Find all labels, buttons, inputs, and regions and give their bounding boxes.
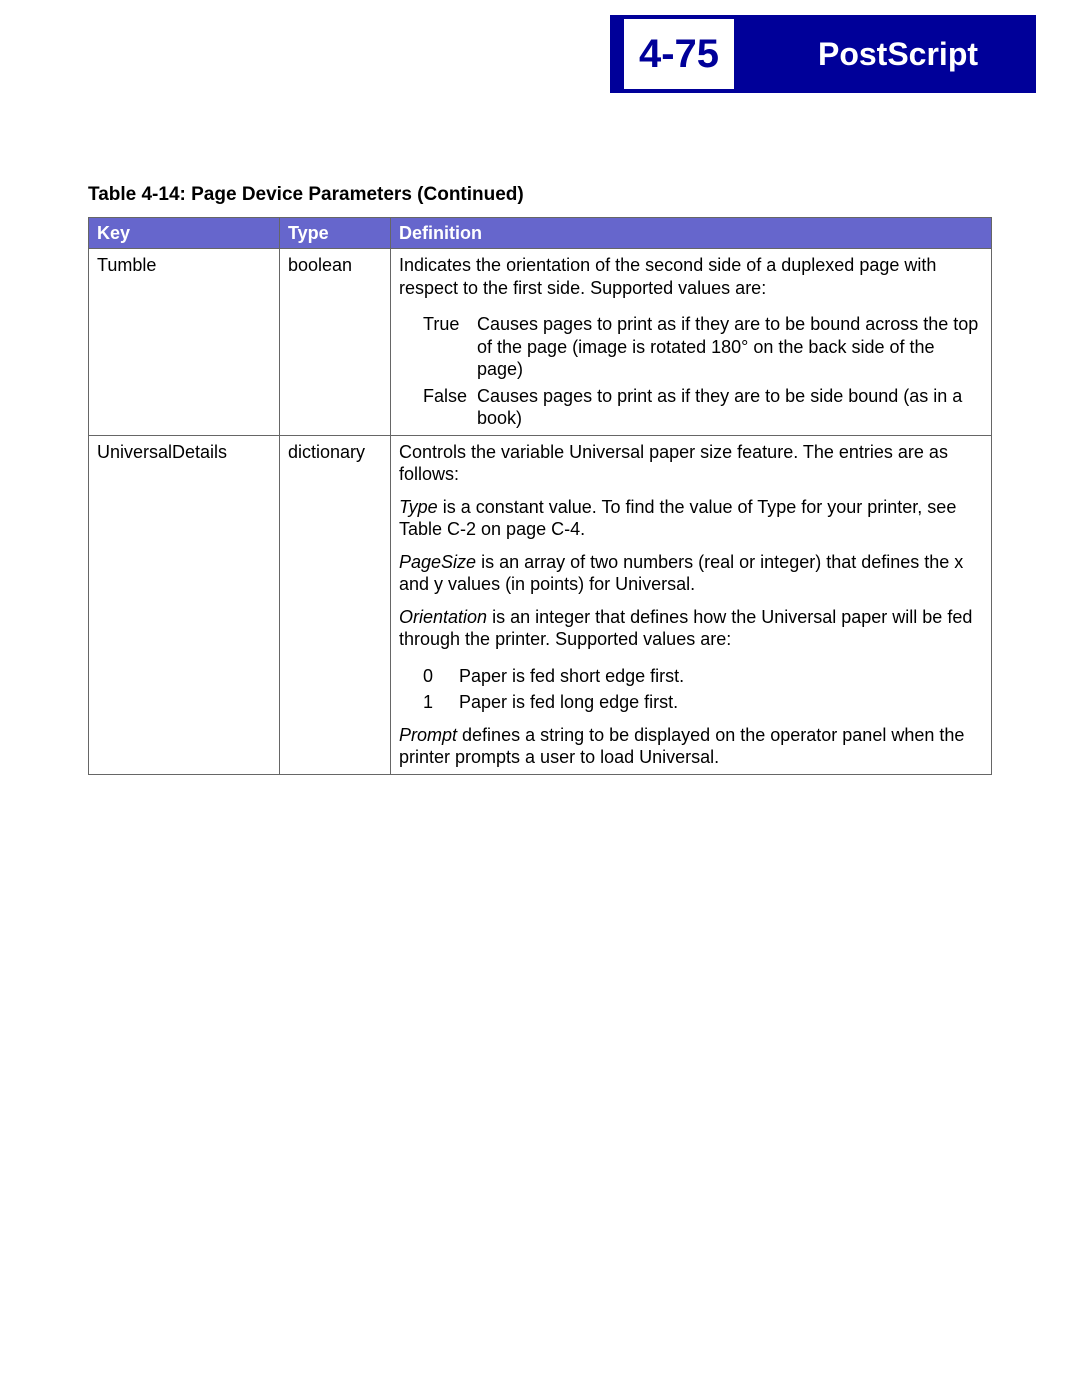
col-header-key: Key — [89, 217, 280, 249]
value-label-1: 1 — [399, 691, 459, 714]
em-prompt: Prompt — [399, 725, 457, 745]
cell-key-empty — [89, 304, 280, 435]
value-text-0: Paper is fed short edge first. — [459, 665, 983, 688]
em-orientation: Orientation — [399, 607, 487, 627]
value-label-true: True — [399, 313, 477, 381]
value-text-1: Paper is fed long edge first. — [459, 691, 983, 714]
table-row: Tumble boolean Indicates the orientation… — [89, 249, 992, 305]
value-label-0: 0 — [399, 665, 459, 688]
text-pagesize: is an array of two numbers (real or inte… — [399, 552, 963, 595]
cell-def-pagesize: PageSize is an array of two numbers (rea… — [391, 546, 992, 601]
value-text-false: Causes pages to print as if they are to … — [477, 385, 983, 430]
cell-def: Indicates the orientation of the second … — [391, 249, 992, 305]
col-header-definition: Definition — [391, 217, 992, 249]
text-prompt: defines a string to be displayed on the … — [399, 725, 964, 768]
cell-type: boolean — [280, 249, 391, 305]
em-pagesize: PageSize — [399, 552, 476, 572]
table-row: Type is a constant value. To find the va… — [89, 491, 992, 546]
parameters-table: Key Type Definition Tumble boolean Indic… — [88, 217, 992, 775]
table-row: 0 Paper is fed short edge first. 1 Paper… — [89, 656, 992, 719]
value-text-true: Causes pages to print as if they are to … — [477, 313, 983, 381]
value-label-false: False — [399, 385, 477, 430]
table-row: UniversalDetails dictionary Controls the… — [89, 435, 992, 491]
col-header-type: Type — [280, 217, 391, 249]
page-number: 4-75 — [639, 29, 719, 79]
cell-type-empty — [280, 304, 391, 435]
em-type: Type — [399, 497, 438, 517]
cell-def-prompt: Prompt defines a string to be displayed … — [391, 719, 992, 775]
cell-def: Controls the variable Universal paper si… — [391, 435, 992, 491]
cell-def-orientation: Orientation is an integer that defines h… — [391, 601, 992, 656]
header-title-wrap: PostScript — [760, 15, 1036, 93]
cell-def-orientation-values: 0 Paper is fed short edge first. 1 Paper… — [391, 656, 992, 719]
table-row: PageSize is an array of two numbers (rea… — [89, 546, 992, 601]
header-title: PostScript — [818, 34, 978, 74]
cell-def-type: Type is a constant value. To find the va… — [391, 491, 992, 546]
cell-key: Tumble — [89, 249, 280, 305]
cell-def-values: True Causes pages to print as if they ar… — [391, 304, 992, 435]
page-number-box: 4-75 — [620, 15, 738, 93]
table-header-row: Key Type Definition — [89, 217, 992, 249]
cell-type: dictionary — [280, 435, 391, 491]
table-caption: Table 4-14: Page Device Parameters (Cont… — [88, 183, 992, 207]
table-row: Orientation is an integer that defines h… — [89, 601, 992, 656]
content-area: Table 4-14: Page Device Parameters (Cont… — [88, 183, 992, 775]
text-type: is a constant value. To find the value o… — [399, 497, 956, 540]
table-row: Prompt defines a string to be displayed … — [89, 719, 992, 775]
cell-key: UniversalDetails — [89, 435, 280, 491]
table-row: True Causes pages to print as if they ar… — [89, 304, 992, 435]
